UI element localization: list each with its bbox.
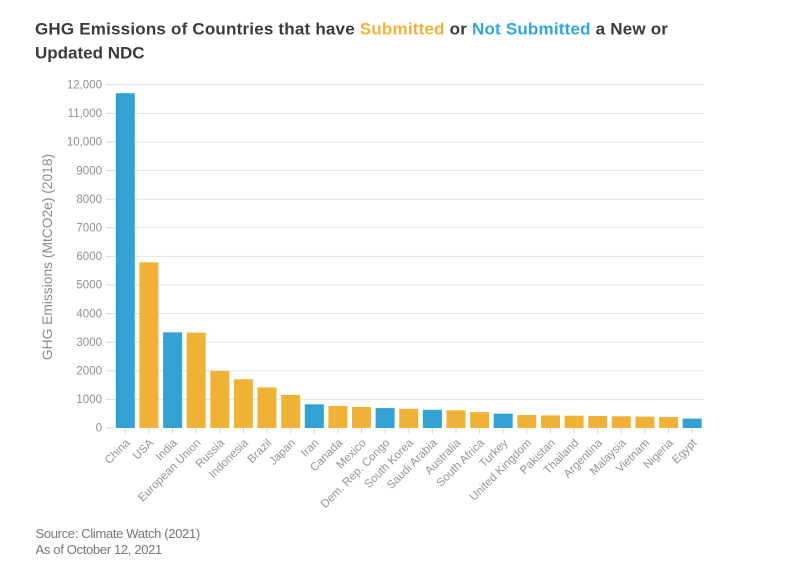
svg-text:GHG Emissions (MtCO2e) (2018): GHG Emissions (MtCO2e) (2018)	[40, 154, 55, 360]
svg-text:3000: 3000	[76, 337, 102, 349]
svg-text:7000: 7000	[76, 223, 102, 235]
svg-text:9000: 9000	[76, 165, 102, 177]
svg-text:4000: 4000	[76, 308, 102, 320]
svg-text:As of October 12, 2021: As of October 12, 2021	[36, 542, 163, 557]
svg-text:1000: 1000	[76, 394, 102, 406]
svg-text:8000: 8000	[76, 194, 102, 206]
svg-text:0: 0	[96, 423, 102, 435]
svg-text:6000: 6000	[76, 251, 102, 263]
svg-text:5000: 5000	[76, 280, 102, 292]
svg-text:Updated NDC: Updated NDC	[35, 44, 145, 63]
svg-text:2000: 2000	[76, 366, 102, 378]
svg-text:GHG Emissions of Countries tha: GHG Emissions of Countries that have Sub…	[35, 20, 668, 39]
svg-text:11,000: 11,000	[68, 108, 102, 120]
svg-text:Source: Climate Watch (2021): Source: Climate Watch (2021)	[36, 526, 200, 541]
svg-text:10,000: 10,000	[67, 137, 102, 149]
svg-text:12,000: 12,000	[67, 80, 102, 92]
